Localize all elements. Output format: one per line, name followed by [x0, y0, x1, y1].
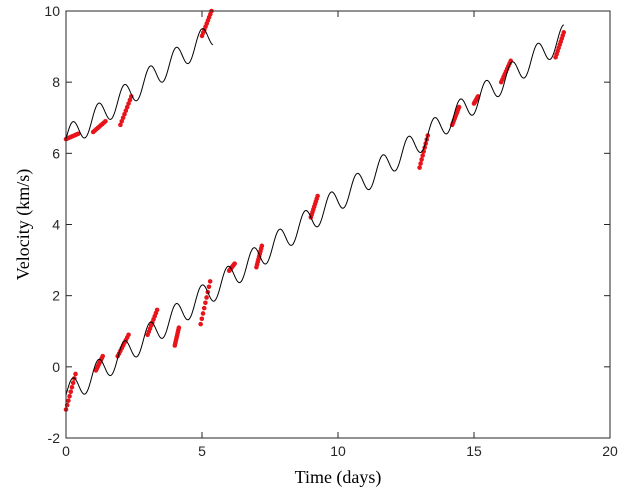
observation-point [259, 243, 265, 249]
observation-point [124, 104, 130, 110]
x-tick-label: 20 [602, 443, 618, 459]
observation-point [73, 371, 78, 377]
observation-segment [172, 325, 182, 348]
observation-point [315, 193, 320, 199]
plot-area [66, 11, 610, 438]
model-curve [65, 24, 565, 396]
observation-segment [308, 193, 320, 220]
observation-point [68, 389, 74, 395]
observation-point [126, 101, 131, 106]
observation-point [561, 30, 567, 35]
observation-segment [90, 119, 108, 135]
observation-point [75, 131, 81, 137]
observation-segment [471, 94, 481, 106]
observation-point [204, 295, 209, 300]
observation-segment [145, 307, 160, 338]
observation-segment [254, 243, 265, 270]
observation-point [123, 108, 129, 113]
observation-segment [553, 30, 567, 60]
observation-segment [118, 94, 134, 128]
observation-point [67, 393, 72, 399]
observation-point [456, 104, 462, 110]
observation-point [176, 325, 182, 330]
observation-point [207, 279, 213, 284]
observation-point [508, 58, 514, 64]
observation-point [199, 316, 205, 322]
observation-point [417, 165, 422, 170]
observation-point [206, 284, 212, 290]
observation-point [70, 380, 76, 386]
observation-point [232, 261, 237, 266]
observation-point [122, 111, 127, 117]
observation-segment [63, 131, 81, 142]
observation-point [126, 332, 131, 338]
x-tick-label: 0 [62, 443, 70, 459]
observation-point [119, 119, 125, 124]
y-tick-label: 6 [52, 145, 60, 161]
observation-point [66, 398, 71, 403]
x-tick-label: 5 [198, 443, 206, 459]
observation-point [127, 97, 133, 103]
observation-point [120, 115, 126, 121]
model-curves-layer [65, 24, 565, 396]
model-curve [65, 28, 214, 140]
y-tick-label: 0 [52, 359, 60, 375]
y-tick-label: 4 [52, 217, 60, 233]
x-axis-label: Time (days) [295, 467, 382, 488]
observation-point [203, 300, 208, 306]
y-axis-label: Velocity (km/s) [13, 169, 34, 280]
observation-point [198, 321, 203, 327]
observation-point [420, 153, 425, 158]
observation-segment [93, 353, 106, 373]
x-tick-label: 15 [466, 443, 482, 459]
observation-point [154, 307, 160, 313]
y-tick-label: -2 [48, 430, 61, 446]
y-tick-label: 10 [44, 3, 60, 19]
observation-point [200, 311, 206, 316]
y-tick-label: 2 [52, 288, 60, 304]
observation-point [201, 305, 207, 311]
y-tick-label: 8 [52, 74, 60, 90]
observation-segment [63, 371, 78, 412]
observation-point [103, 119, 108, 124]
observation-segment [198, 279, 213, 327]
observation-segment [449, 104, 462, 128]
observation-point [100, 353, 106, 359]
observation-point [419, 157, 424, 162]
x-tick-label: 10 [330, 443, 346, 459]
observation-point [118, 122, 123, 128]
observation-point [418, 161, 423, 166]
observation-point [69, 384, 75, 390]
